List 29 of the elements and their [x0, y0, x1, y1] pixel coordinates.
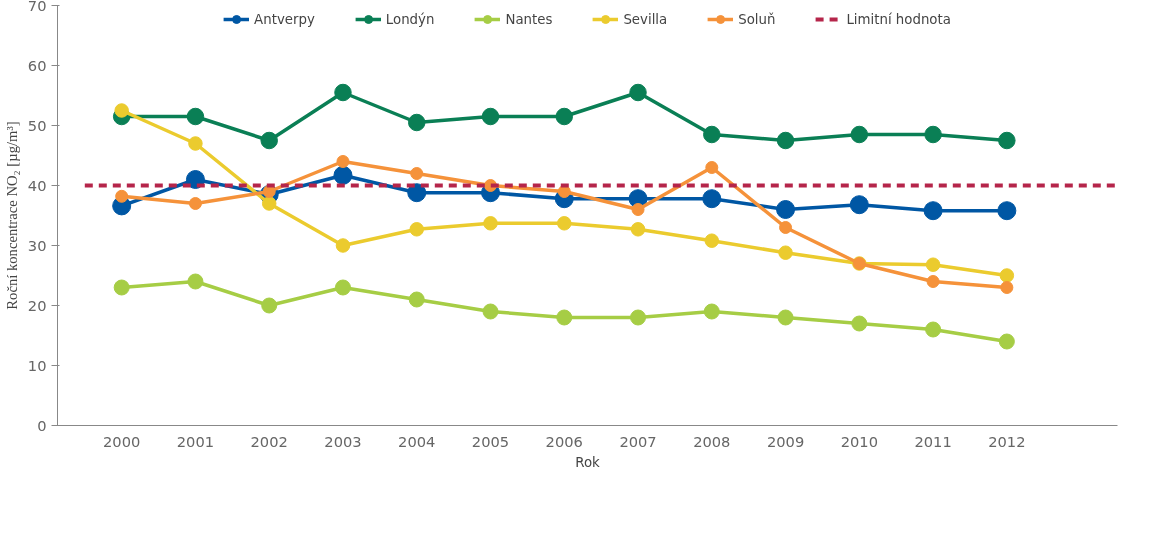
legend-label: Sevilla — [623, 11, 668, 27]
x-tick-label: 2008 — [693, 432, 731, 450]
x-tick-label: 2000 — [103, 432, 141, 450]
x-tick-label: 2002 — [250, 432, 288, 450]
y-tick-label: 50 — [27, 116, 47, 134]
x-tick-label: 2012 — [988, 432, 1026, 450]
legend-label: Nantes — [505, 11, 553, 27]
legend-label: Limitní hodnota — [846, 11, 951, 27]
y-tick-label: 40 — [27, 176, 47, 194]
legend-label: Londýn — [385, 11, 435, 27]
x-tick-label: 2005 — [471, 432, 510, 450]
x-axis-title: Rok — [575, 454, 601, 470]
x-tick-label: 2006 — [545, 432, 583, 450]
legend-label: Antverpy — [254, 11, 315, 27]
y-tick-label: 60 — [27, 56, 47, 74]
x-tick-label: 2007 — [619, 432, 657, 450]
legend-label: Soluň — [738, 11, 776, 27]
x-tick-label: 2003 — [324, 432, 362, 450]
y-tick-label: 0 — [37, 416, 47, 434]
y-tick-label: 30 — [27, 236, 47, 254]
x-tick-label: 2011 — [914, 432, 952, 450]
x-tick-label: 2001 — [176, 432, 215, 450]
y-axis-title: Roční koncentrace NO₂ [µg/m³] — [3, 121, 20, 310]
x-tick-label: 2010 — [840, 432, 878, 450]
y-tick-label: 70 — [27, 0, 47, 14]
y-tick-label: 10 — [27, 356, 47, 374]
x-tick-label: 2004 — [398, 432, 436, 450]
y-tick-label: 20 — [27, 296, 47, 314]
x-tick-label: 2009 — [766, 432, 805, 450]
